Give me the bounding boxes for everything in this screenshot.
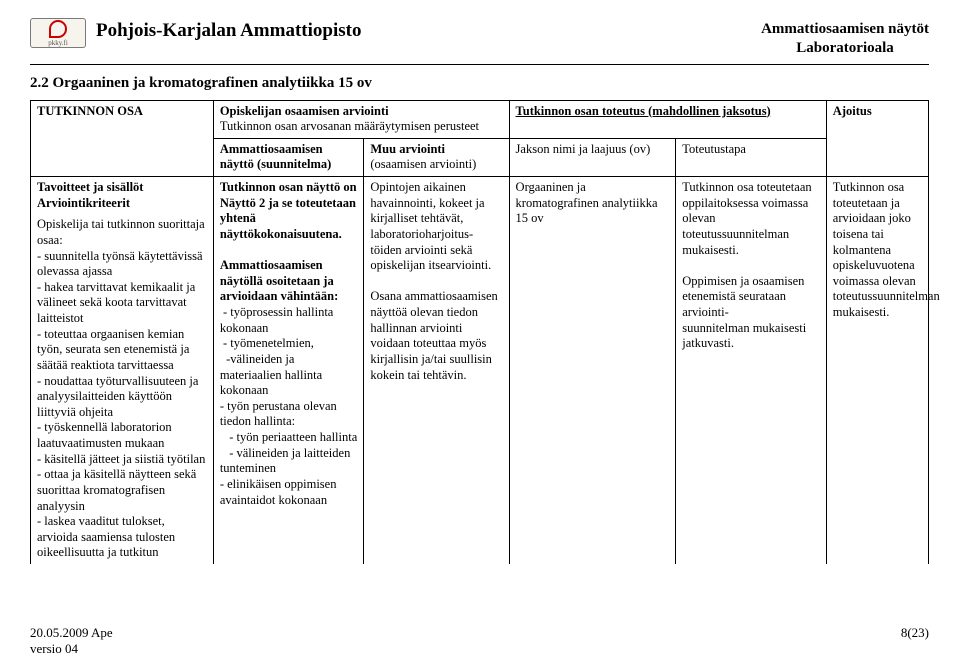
hdr-muu-l1: Muu arviointi xyxy=(370,142,445,156)
naytto-rest: - työprosessin hallinta kokonaan - työme… xyxy=(220,305,357,507)
hdr-jakson-nimi: Jakson nimi ja laajuus (ov) xyxy=(509,138,676,176)
logo: pkky.fi xyxy=(30,18,86,48)
cell-tavoitteet-header: Tavoitteet ja sisällöt Arviointikriteeri… xyxy=(31,177,214,215)
tavoitteet-l2: Arviointikriteerit xyxy=(37,196,130,210)
org-title: Pohjois-Karjalan Ammattiopisto xyxy=(96,18,761,42)
curriculum-table: TUTKINNON OSA Opiskelijan osaamisen arvi… xyxy=(30,100,929,565)
cell-jakson: Orgaaninen ja kromatografinen analytiikk… xyxy=(509,177,676,565)
hdr-muu-l2: (osaamisen arviointi) xyxy=(370,157,476,171)
footer-left: 20.05.2009 Ape versio 04 xyxy=(30,625,113,657)
footer-version: versio 04 xyxy=(30,641,113,657)
hdr-ajoitus: Ajoitus xyxy=(826,100,928,177)
page-footer: 20.05.2009 Ape versio 04 8(23) xyxy=(30,625,929,657)
cell-muu-arviointi: Opintojen aikainen havainnointi, kokeet … xyxy=(364,177,509,565)
cell-tavoitteet-body: Opiskelija tai tutkinnon suorittaja osaa… xyxy=(31,214,214,564)
naytto-b1: Tutkinnon osan näyttö on Näyttö 2 ja se … xyxy=(220,180,360,241)
hdr-ammatti-l1: Ammattiosaamisen xyxy=(220,142,323,156)
hdr-toteutus: Tutkinnon osan toteutus (mahdollinen jak… xyxy=(509,100,826,138)
tavoitteet-l1: Tavoitteet ja sisällöt xyxy=(37,180,143,194)
logo-swirl-icon xyxy=(49,20,67,38)
cell-toteutustapa: Tutkinnon osa toteutetaan oppilaitoksess… xyxy=(676,177,827,565)
table-row: TUTKINNON OSA Opiskelijan osaamisen arvi… xyxy=(31,100,929,138)
hdr-muu-arviointi: Muu arviointi (osaamisen arviointi) xyxy=(364,138,509,176)
cell-naytto: Tutkinnon osan näyttö on Näyttö 2 ja se … xyxy=(213,177,364,565)
logo-text: pkky.fi xyxy=(48,39,68,47)
hdr-arviointi: Opiskelijan osaamisen arviointi Tutkinno… xyxy=(213,100,509,138)
footer-page: 8(23) xyxy=(901,625,929,657)
hdr-ammatti-l2: näyttö (suunnitelma) xyxy=(220,157,331,171)
hdr-toteutus-text: Tutkinnon osan toteutus (mahdollinen jak… xyxy=(516,104,771,118)
hdr-arviointi-title: Opiskelijan osaamisen arviointi xyxy=(220,104,389,118)
page-header: pkky.fi Pohjois-Karjalan Ammattiopisto A… xyxy=(30,18,929,65)
hdr-arviointi-sub: Tutkinnon osan arvosanan määräytymisen p… xyxy=(220,119,479,133)
header-right-line2: Laboratorioala xyxy=(761,39,929,58)
footer-date: 20.05.2009 Ape xyxy=(30,625,113,641)
hdr-toteutustapa: Toteutustapa xyxy=(676,138,827,176)
header-right: Ammattiosaamisen näytöt Laboratorioala xyxy=(761,18,929,58)
table-row: Tavoitteet ja sisällöt Arviointikriteeri… xyxy=(31,177,929,215)
naytto-b2: Ammattiosaamisen näytöllä osoitetaan ja … xyxy=(220,258,338,303)
cell-ajoitus: Tutkinnon osa toteutetaan ja arvioidaan … xyxy=(826,177,928,565)
section-title: 2.2 Orgaaninen ja kromatografinen analyt… xyxy=(30,75,929,92)
hdr-tutkinnon-osa: TUTKINNON OSA xyxy=(31,100,214,177)
hdr-ammattiosaamisen: Ammattiosaamisen näyttö (suunnitelma) xyxy=(213,138,364,176)
header-right-line1: Ammattiosaamisen näytöt xyxy=(761,20,929,39)
